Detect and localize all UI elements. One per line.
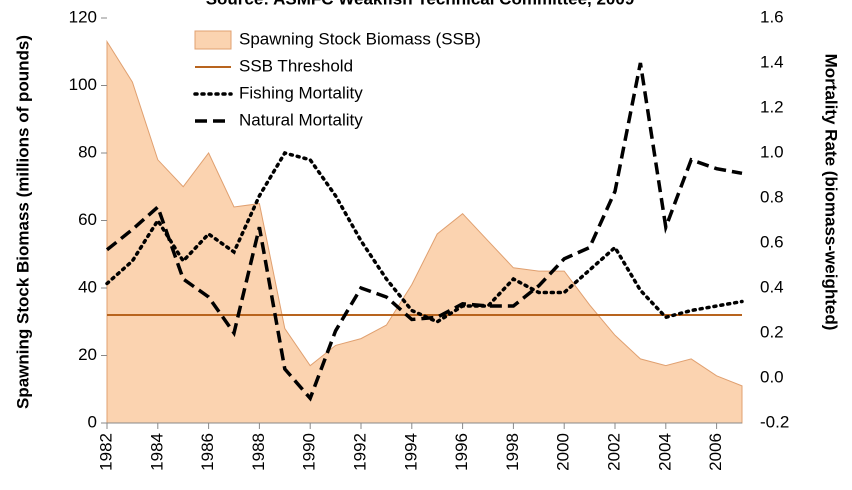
x-tick-label: 2006 [706,433,725,471]
y-tick-label: 0 [88,412,97,431]
x-tick-label: 1984 [147,433,166,471]
y-tick-label: 60 [78,210,97,229]
legend-label: SSB Threshold [239,56,353,75]
x-tick-label: 1994 [401,433,420,471]
x-tick-label: 2002 [604,433,623,471]
y2-tick-label: 0.6 [760,232,784,251]
y2-tick-label: 0.0 [760,367,784,386]
y-tick-label: 80 [78,142,97,161]
x-tick-label: 1988 [249,433,268,471]
y-axis-label: Spawning Stock Biomass (millions of poun… [13,35,32,409]
line [105,150,744,324]
legend-label: Natural Mortality [239,110,363,129]
x-tick-label: 1996 [452,433,471,471]
y-tick-label: 100 [69,75,97,94]
x-tick-label: 1998 [503,433,522,471]
y2-tick-label: 0.4 [760,277,784,296]
y-tick-label: 120 [69,7,97,26]
x-tick-label: 2004 [655,433,674,471]
x-tick-label: 1990 [300,433,319,471]
chart-title: Source: ASMFC Weakfish Technical Committ… [206,0,635,8]
y-tick-label: 40 [78,277,97,296]
x-tick-label: 1982 [96,433,115,471]
y2-tick-label: 1.0 [760,142,784,161]
y2-tick-label: 0.2 [760,322,784,341]
legend-label: Spawning Stock Biomass (SSB) [239,29,481,48]
y2-axis-label: Mortality Rate (biomass-weighted) [822,54,841,331]
y2-tick-label: 0.8 [760,187,784,206]
y2-tick-label: -0.2 [760,412,789,431]
x-tick-label: 1992 [350,433,369,471]
y2-tick-label: 1.4 [760,52,784,71]
legend-swatch [194,30,232,50]
y2-tick-label: 1.2 [760,97,784,116]
area [106,39,743,424]
y-tick-label: 20 [78,345,97,364]
legend-label: Fishing Mortality [239,83,363,102]
y2-tick-label: 1.6 [760,7,784,26]
line [105,62,743,402]
x-tick-label: 2000 [554,433,573,471]
x-tick-label: 1986 [198,433,217,471]
